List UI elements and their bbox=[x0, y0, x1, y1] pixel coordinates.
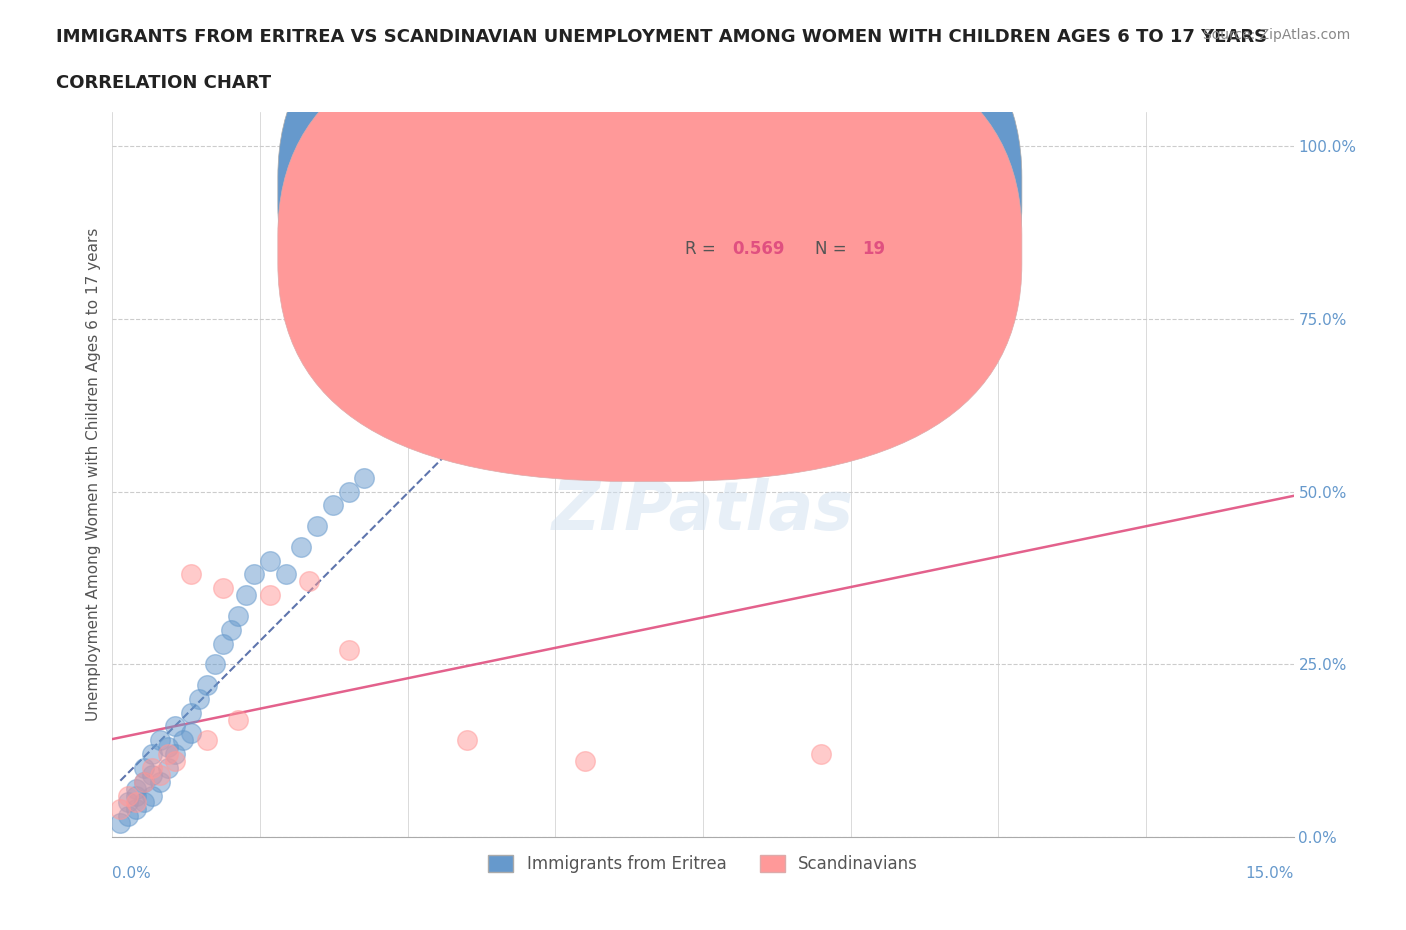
Text: 19: 19 bbox=[862, 241, 886, 259]
Immigrants from Eritrea bbox=[652, 401, 675, 416]
Immigrants from Eritrea bbox=[125, 802, 148, 817]
Immigrants from Eritrea bbox=[228, 608, 250, 623]
Text: 15.0%: 15.0% bbox=[1246, 866, 1294, 881]
Immigrants from Eritrea bbox=[219, 622, 242, 637]
Immigrants from Eritrea bbox=[180, 726, 202, 741]
Immigrants from Eritrea bbox=[172, 733, 194, 748]
Scandinavians bbox=[456, 733, 478, 748]
Scandinavians bbox=[117, 788, 139, 803]
Text: Source: ZipAtlas.com: Source: ZipAtlas.com bbox=[1202, 28, 1350, 42]
Scandinavians bbox=[337, 643, 360, 658]
Immigrants from Eritrea bbox=[235, 588, 257, 603]
Immigrants from Eritrea bbox=[117, 809, 139, 824]
Scandinavians bbox=[165, 753, 187, 768]
Immigrants from Eritrea bbox=[188, 691, 211, 706]
Immigrants from Eritrea bbox=[195, 678, 218, 693]
Immigrants from Eritrea bbox=[204, 657, 226, 671]
Immigrants from Eritrea bbox=[337, 485, 360, 499]
Immigrants from Eritrea bbox=[141, 788, 163, 803]
Immigrants from Eritrea bbox=[432, 415, 454, 430]
Immigrants from Eritrea bbox=[401, 429, 423, 444]
FancyBboxPatch shape bbox=[609, 177, 963, 293]
Text: 0.818: 0.818 bbox=[733, 182, 785, 200]
Y-axis label: Unemployment Among Women with Children Ages 6 to 17 years: Unemployment Among Women with Children A… bbox=[86, 228, 101, 721]
Immigrants from Eritrea bbox=[132, 795, 155, 810]
Immigrants from Eritrea bbox=[132, 775, 155, 790]
Scandinavians bbox=[125, 795, 148, 810]
Text: N =: N = bbox=[815, 241, 846, 259]
Scandinavians bbox=[810, 747, 832, 762]
Immigrants from Eritrea bbox=[141, 747, 163, 762]
Immigrants from Eritrea bbox=[274, 567, 297, 582]
Text: R =: R = bbox=[685, 241, 716, 259]
Immigrants from Eritrea bbox=[307, 519, 329, 534]
Immigrants from Eritrea bbox=[290, 539, 312, 554]
Text: IMMIGRANTS FROM ERITREA VS SCANDINAVIAN UNEMPLOYMENT AMONG WOMEN WITH CHILDREN A: IMMIGRANTS FROM ERITREA VS SCANDINAVIAN … bbox=[56, 28, 1267, 46]
Immigrants from Eritrea bbox=[117, 795, 139, 810]
Immigrants from Eritrea bbox=[243, 567, 266, 582]
Text: ZIPatlas: ZIPatlas bbox=[553, 478, 853, 543]
Immigrants from Eritrea bbox=[574, 380, 596, 395]
Scandinavians bbox=[228, 712, 250, 727]
Immigrants from Eritrea bbox=[125, 788, 148, 803]
Immigrants from Eritrea bbox=[259, 553, 281, 568]
Immigrants from Eritrea bbox=[165, 719, 187, 734]
FancyBboxPatch shape bbox=[278, 0, 1022, 423]
Immigrants from Eritrea bbox=[132, 761, 155, 776]
Immigrants from Eritrea bbox=[125, 781, 148, 796]
Text: 0.0%: 0.0% bbox=[112, 866, 152, 881]
Scandinavians bbox=[259, 588, 281, 603]
Text: R =: R = bbox=[685, 182, 716, 200]
Scandinavians bbox=[574, 753, 596, 768]
Text: 0.569: 0.569 bbox=[733, 241, 785, 259]
Immigrants from Eritrea bbox=[156, 761, 179, 776]
Scandinavians bbox=[692, 380, 714, 395]
Scandinavians bbox=[180, 567, 202, 582]
FancyBboxPatch shape bbox=[278, 18, 1022, 482]
Immigrants from Eritrea bbox=[322, 498, 344, 512]
Scandinavians bbox=[156, 747, 179, 762]
Scandinavians bbox=[110, 802, 132, 817]
Immigrants from Eritrea bbox=[156, 739, 179, 754]
Text: N =: N = bbox=[815, 182, 846, 200]
Scandinavians bbox=[211, 581, 233, 596]
Immigrants from Eritrea bbox=[211, 636, 233, 651]
Scandinavians bbox=[141, 761, 163, 776]
Scandinavians bbox=[195, 733, 218, 748]
Immigrants from Eritrea bbox=[149, 733, 172, 748]
Immigrants from Eritrea bbox=[495, 380, 517, 395]
Legend: Immigrants from Eritrea, Scandinavians: Immigrants from Eritrea, Scandinavians bbox=[481, 848, 925, 880]
Immigrants from Eritrea bbox=[141, 767, 163, 782]
Immigrants from Eritrea bbox=[180, 705, 202, 720]
Immigrants from Eritrea bbox=[149, 775, 172, 790]
Immigrants from Eritrea bbox=[110, 816, 132, 830]
Text: CORRELATION CHART: CORRELATION CHART bbox=[56, 74, 271, 92]
Immigrants from Eritrea bbox=[353, 471, 375, 485]
Scandinavians bbox=[132, 775, 155, 790]
Text: 41: 41 bbox=[862, 182, 886, 200]
Scandinavians bbox=[149, 767, 172, 782]
Scandinavians bbox=[298, 574, 321, 589]
Immigrants from Eritrea bbox=[165, 747, 187, 762]
